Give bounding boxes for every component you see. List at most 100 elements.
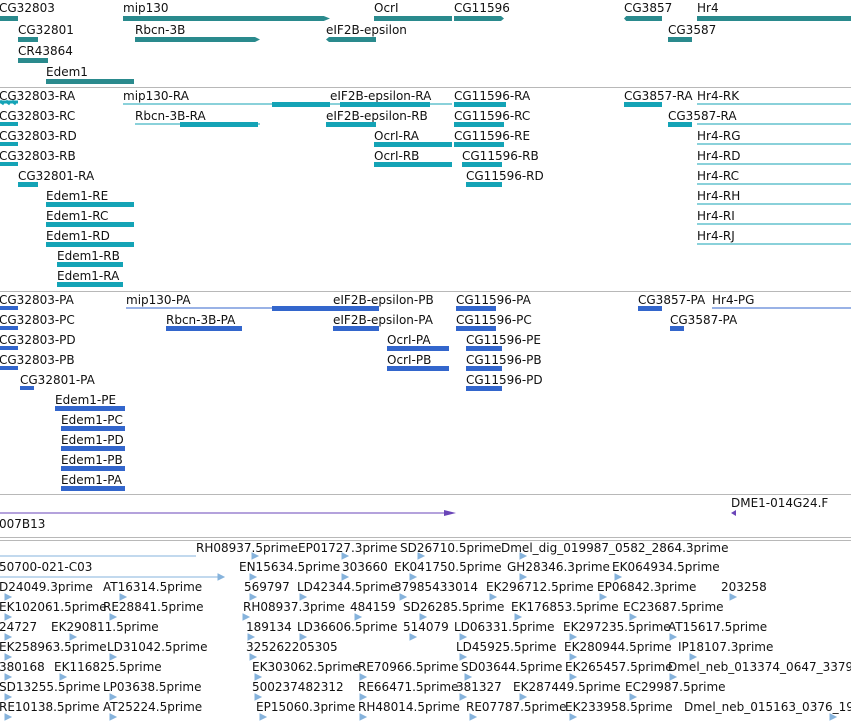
est-label[interactable]: SD13255.5prime — [0, 680, 101, 694]
cds-label[interactable]: CG32803-PA — [0, 293, 74, 307]
est-label[interactable]: 484159 — [350, 600, 396, 614]
cds-label[interactable]: CG11596-PC — [456, 313, 532, 327]
est-label[interactable]: EK303062.5prime — [252, 660, 360, 674]
transcript-label[interactable]: Edem1-RD — [46, 229, 110, 243]
est-label[interactable]: EP15060.3prime — [256, 700, 356, 714]
est-label[interactable]: EK297235.5prime — [563, 620, 671, 634]
est-label[interactable]: RH08937.3prime — [243, 600, 345, 614]
est-label[interactable]: EK265457.5prime — [565, 660, 673, 674]
est-label[interactable]: EK258963.5prime — [0, 640, 107, 654]
gene-feature[interactable] — [668, 37, 692, 42]
cds-label[interactable]: CG11596-PE — [466, 333, 541, 347]
est-label[interactable]: 514079 — [403, 620, 449, 634]
transcript-label[interactable]: Edem1-RC — [46, 209, 109, 223]
gene-feature[interactable] — [46, 79, 134, 84]
gene-label[interactable]: CG32801 — [18, 23, 74, 37]
transcript-label[interactable]: CG11596-RE — [454, 129, 531, 143]
transcript-label[interactable]: CG3857-RA — [624, 89, 693, 103]
transcript-label[interactable]: eIF2B-epsilon-RA — [330, 89, 432, 103]
gene-label[interactable]: Rbcn-3B — [135, 23, 186, 37]
transcript-label[interactable]: CG32803-RB — [0, 149, 76, 163]
est-label[interactable]: LD36606.5prime — [297, 620, 398, 634]
est-label[interactable]: AT15617.5prime — [668, 620, 768, 634]
est-label[interactable]: SD26710.5prime — [400, 541, 502, 555]
est-label[interactable]: Dmel_neb_013374_0647_3379.3prime — [668, 660, 851, 674]
est-label[interactable]: EK064934.5prime — [612, 560, 720, 574]
est-label[interactable]: D24049.3prime — [0, 580, 93, 594]
est-label[interactable]: EP06842.3prime — [597, 580, 697, 594]
transcript-label[interactable]: OcrI-RB — [374, 149, 420, 163]
gene-label[interactable]: CG3587 — [668, 23, 717, 37]
cds-label[interactable]: Edem1-PC — [61, 413, 123, 427]
gene-label[interactable]: CR43864 — [18, 44, 73, 58]
gene-label[interactable]: eIF2B-epsilon — [326, 23, 407, 37]
cds-label[interactable]: OcrI-PB — [387, 353, 432, 367]
transcript-label[interactable]: CG3587-RA — [668, 109, 737, 123]
est-label[interactable]: 37985433014 — [394, 580, 478, 594]
est-label[interactable]: GH28346.3prime — [507, 560, 610, 574]
gene-label[interactable]: CG11596 — [454, 1, 510, 15]
transcript-label[interactable]: CG32803-RA — [0, 89, 76, 103]
est-label[interactable]: EK280944.5prime — [564, 640, 672, 654]
cds-label[interactable]: CG11596-PD — [466, 373, 543, 387]
cds-label[interactable]: eIF2B-epsilon-PA — [333, 313, 433, 327]
est-label[interactable]: EK233958.5prime — [565, 700, 673, 714]
est-label[interactable]: 381327 — [456, 680, 502, 694]
est-label[interactable]: RH08937.5prime — [196, 541, 298, 555]
transcript-label[interactable]: Hr4-RI — [697, 209, 735, 223]
gene-feature[interactable] — [326, 37, 376, 42]
est-label[interactable]: IP18107.3prime — [678, 640, 774, 654]
gene-feature[interactable] — [18, 37, 38, 42]
cds-label[interactable]: Rbcn-3B-PA — [166, 313, 236, 327]
cds-label[interactable]: Edem1-PB — [61, 453, 123, 467]
est-label[interactable]: Dmel_neb_015163_0376_1980.3prime — [684, 700, 851, 714]
est-label[interactable]: 189134 — [246, 620, 292, 634]
transcript-label[interactable]: Edem1-RB — [57, 249, 120, 263]
clone-label[interactable]: 007B13 — [0, 517, 46, 531]
transcript-label[interactable]: Rbcn-3B-RA — [135, 109, 206, 123]
cds-label[interactable]: CG32803-PC — [0, 313, 75, 327]
transcript-label[interactable]: mip130-RA — [123, 89, 189, 103]
est-label[interactable]: RE07787.5prime — [466, 700, 567, 714]
est-label[interactable]: 303660 — [342, 560, 388, 574]
gene-label[interactable]: Hr4 — [697, 1, 719, 15]
est-label[interactable]: EK296712.5prime — [486, 580, 594, 594]
cds-label[interactable]: CG11596-PA — [456, 293, 531, 307]
gene-label[interactable]: CG32803 — [0, 1, 55, 15]
est-label[interactable]: AT25224.5prime — [103, 700, 203, 714]
cds-label[interactable]: OcrI-PA — [387, 333, 431, 347]
est-label[interactable]: RE28841.5prime — [103, 600, 204, 614]
est-label[interactable]: LD45925.5prime — [456, 640, 557, 654]
transcript-label[interactable]: CG11596-RC — [454, 109, 531, 123]
cds-label[interactable]: eIF2B-epsilon-PB — [333, 293, 434, 307]
transcript-label[interactable]: OcrI-RA — [374, 129, 419, 143]
cds-label[interactable]: CG11596-PB — [466, 353, 542, 367]
transcript-label[interactable]: Edem1-RE — [46, 189, 109, 203]
est-label[interactable]: 569797 — [244, 580, 290, 594]
est-label[interactable]: EK116825.5prime — [54, 660, 162, 674]
est-label[interactable]: EK041750.5prime — [394, 560, 502, 574]
gene-label[interactable]: mip130 — [123, 1, 169, 15]
cds-label[interactable]: CG3857-PA — [638, 293, 706, 307]
cds-label[interactable]: Edem1-PA — [61, 473, 122, 487]
transcript-label[interactable]: Hr4-RC — [697, 169, 740, 183]
transcript-label[interactable]: CG32801-RA — [18, 169, 95, 183]
est-label[interactable]: 24727 — [0, 620, 38, 634]
gene-label[interactable]: CG3857 — [624, 1, 673, 15]
transcript-label[interactable]: CG11596-RA — [454, 89, 531, 103]
clone-label[interactable]: DME1-014G24.F — [731, 496, 829, 510]
est-label[interactable]: SD03644.5prime — [461, 660, 563, 674]
transcript-label[interactable]: Hr4-RK — [697, 89, 740, 103]
est-label[interactable]: EC23687.5prime — [623, 600, 724, 614]
cds-label[interactable]: mip130-PA — [126, 293, 191, 307]
est-label[interactable]: EK176853.5prime — [511, 600, 619, 614]
est-label[interactable]: LD31042.5prime — [107, 640, 208, 654]
est-label[interactable]: LP03638.5prime — [103, 680, 202, 694]
transcript-label[interactable]: CG32803-RD — [0, 129, 77, 143]
cds-label[interactable]: CG32803-PD — [0, 333, 76, 347]
gene-feature[interactable] — [374, 16, 452, 21]
est-label[interactable]: EC29987.5prime — [625, 680, 726, 694]
transcript-label[interactable]: Hr4-RG — [697, 129, 741, 143]
est-label[interactable]: EP01727.3prime — [298, 541, 398, 555]
est-label[interactable]: EK287449.5prime — [513, 680, 621, 694]
